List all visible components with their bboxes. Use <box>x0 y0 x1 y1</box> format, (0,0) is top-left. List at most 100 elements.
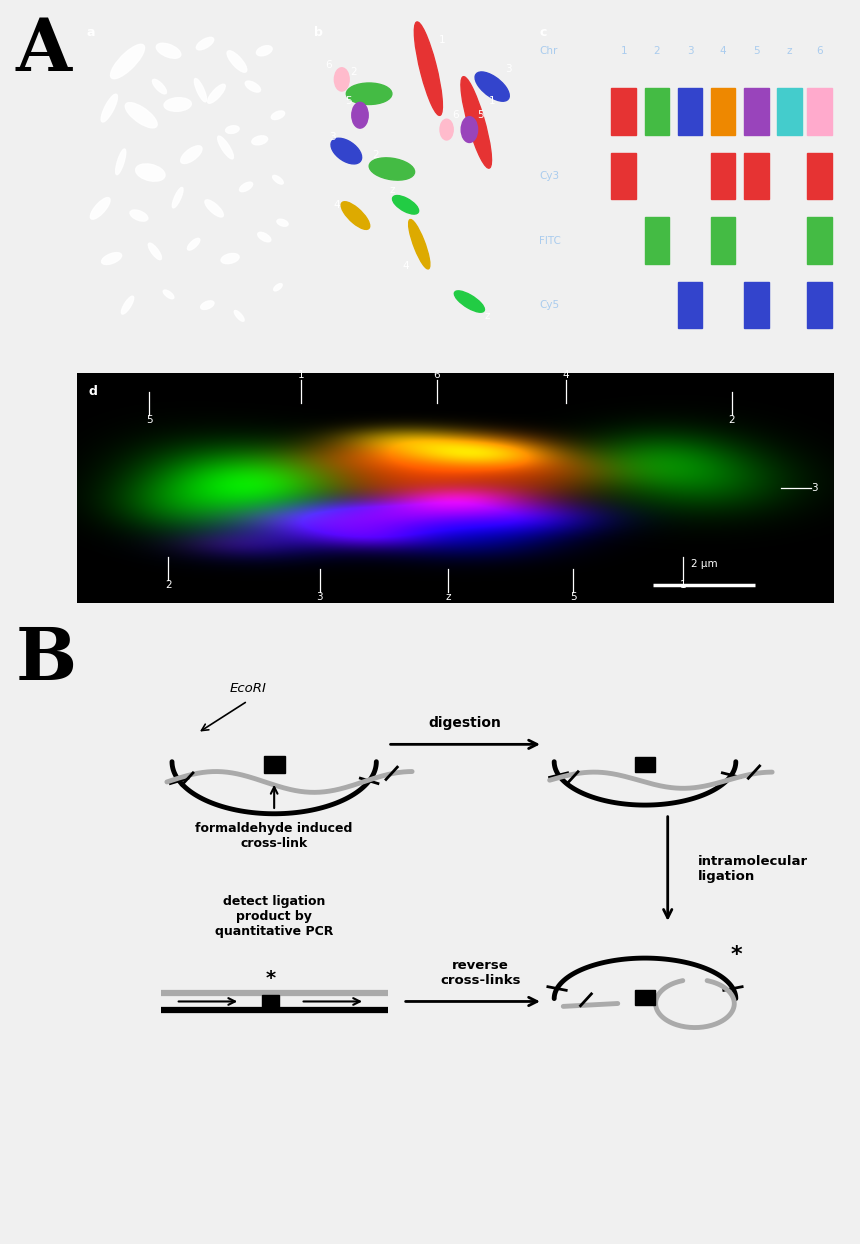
Bar <box>262 995 279 1008</box>
Text: 3: 3 <box>505 63 512 73</box>
Text: 3: 3 <box>329 132 336 142</box>
Text: FITC: FITC <box>539 235 561 245</box>
Text: 2: 2 <box>372 149 379 159</box>
Ellipse shape <box>277 219 288 226</box>
Bar <box>710 218 735 264</box>
Bar <box>777 88 802 134</box>
Ellipse shape <box>126 102 157 128</box>
Text: 1: 1 <box>488 96 495 106</box>
Text: 5: 5 <box>146 414 152 424</box>
Ellipse shape <box>256 46 272 56</box>
Ellipse shape <box>200 301 214 310</box>
Text: 5: 5 <box>752 46 759 56</box>
Bar <box>678 282 703 328</box>
Ellipse shape <box>181 146 202 163</box>
Text: 3: 3 <box>812 483 818 494</box>
Ellipse shape <box>271 111 285 119</box>
Ellipse shape <box>415 22 442 116</box>
Ellipse shape <box>101 95 118 122</box>
Ellipse shape <box>475 72 509 101</box>
Ellipse shape <box>130 210 148 221</box>
Ellipse shape <box>101 253 121 265</box>
Ellipse shape <box>227 51 247 72</box>
Text: detect ligation
product by
quantitative PCR: detect ligation product by quantitative … <box>215 894 334 938</box>
Text: 5: 5 <box>477 111 484 121</box>
Bar <box>636 758 654 773</box>
Ellipse shape <box>115 149 126 174</box>
Text: b: b <box>315 26 323 39</box>
Text: 4: 4 <box>562 371 568 381</box>
Ellipse shape <box>136 164 165 182</box>
Ellipse shape <box>221 254 239 264</box>
Ellipse shape <box>172 188 183 208</box>
Text: a: a <box>87 26 95 39</box>
Ellipse shape <box>408 219 430 269</box>
Bar <box>611 88 636 134</box>
Text: 2: 2 <box>165 580 171 591</box>
Text: 2 μm: 2 μm <box>691 559 717 569</box>
Text: 5: 5 <box>345 96 352 106</box>
Text: formaldehyde induced
cross-link: formaldehyde induced cross-link <box>195 822 353 851</box>
Ellipse shape <box>252 136 267 144</box>
Text: 3: 3 <box>686 46 693 56</box>
Ellipse shape <box>90 198 110 219</box>
Text: 1: 1 <box>298 371 304 381</box>
Ellipse shape <box>461 117 477 143</box>
Text: 2: 2 <box>654 46 660 56</box>
Ellipse shape <box>454 291 484 312</box>
Ellipse shape <box>157 44 181 58</box>
Bar <box>807 153 832 199</box>
Text: 6: 6 <box>325 60 331 70</box>
Bar <box>807 88 832 134</box>
Ellipse shape <box>352 102 368 128</box>
Ellipse shape <box>207 85 225 103</box>
Text: d: d <box>89 384 98 398</box>
Text: *: * <box>731 945 742 965</box>
Ellipse shape <box>121 296 134 313</box>
Ellipse shape <box>218 136 233 159</box>
Bar <box>807 282 832 328</box>
Text: z: z <box>445 592 451 602</box>
Ellipse shape <box>331 138 362 164</box>
Text: 6: 6 <box>433 371 440 381</box>
Ellipse shape <box>110 45 144 78</box>
Ellipse shape <box>148 243 162 260</box>
Text: z: z <box>787 46 792 56</box>
Ellipse shape <box>369 158 415 180</box>
Bar <box>744 153 769 199</box>
Text: 4: 4 <box>720 46 727 56</box>
Text: B: B <box>15 624 77 695</box>
Ellipse shape <box>205 200 224 216</box>
Text: A: A <box>15 15 71 86</box>
Text: z: z <box>390 185 395 195</box>
Bar <box>807 218 832 264</box>
Bar <box>744 88 769 134</box>
Ellipse shape <box>196 37 214 50</box>
Ellipse shape <box>273 284 282 291</box>
Bar <box>645 218 669 264</box>
Bar <box>611 153 636 199</box>
Ellipse shape <box>461 77 492 168</box>
Text: 2: 2 <box>728 414 735 424</box>
Text: 4: 4 <box>402 261 408 271</box>
Ellipse shape <box>392 195 419 214</box>
Text: c: c <box>539 26 547 39</box>
Ellipse shape <box>225 126 239 133</box>
Ellipse shape <box>163 290 174 299</box>
Text: Cy5: Cy5 <box>539 300 559 310</box>
Bar <box>636 990 654 1005</box>
Text: 5: 5 <box>570 592 576 602</box>
Ellipse shape <box>152 80 167 93</box>
Ellipse shape <box>164 97 191 112</box>
Bar <box>710 88 735 134</box>
Text: 4: 4 <box>334 200 341 210</box>
Text: reverse
cross-links: reverse cross-links <box>440 959 520 986</box>
Ellipse shape <box>273 175 283 184</box>
Text: z: z <box>485 311 490 321</box>
Bar <box>744 282 769 328</box>
Text: 6: 6 <box>816 46 823 56</box>
Ellipse shape <box>245 81 261 92</box>
Bar <box>263 756 285 773</box>
Ellipse shape <box>440 119 453 141</box>
Bar <box>678 88 703 134</box>
